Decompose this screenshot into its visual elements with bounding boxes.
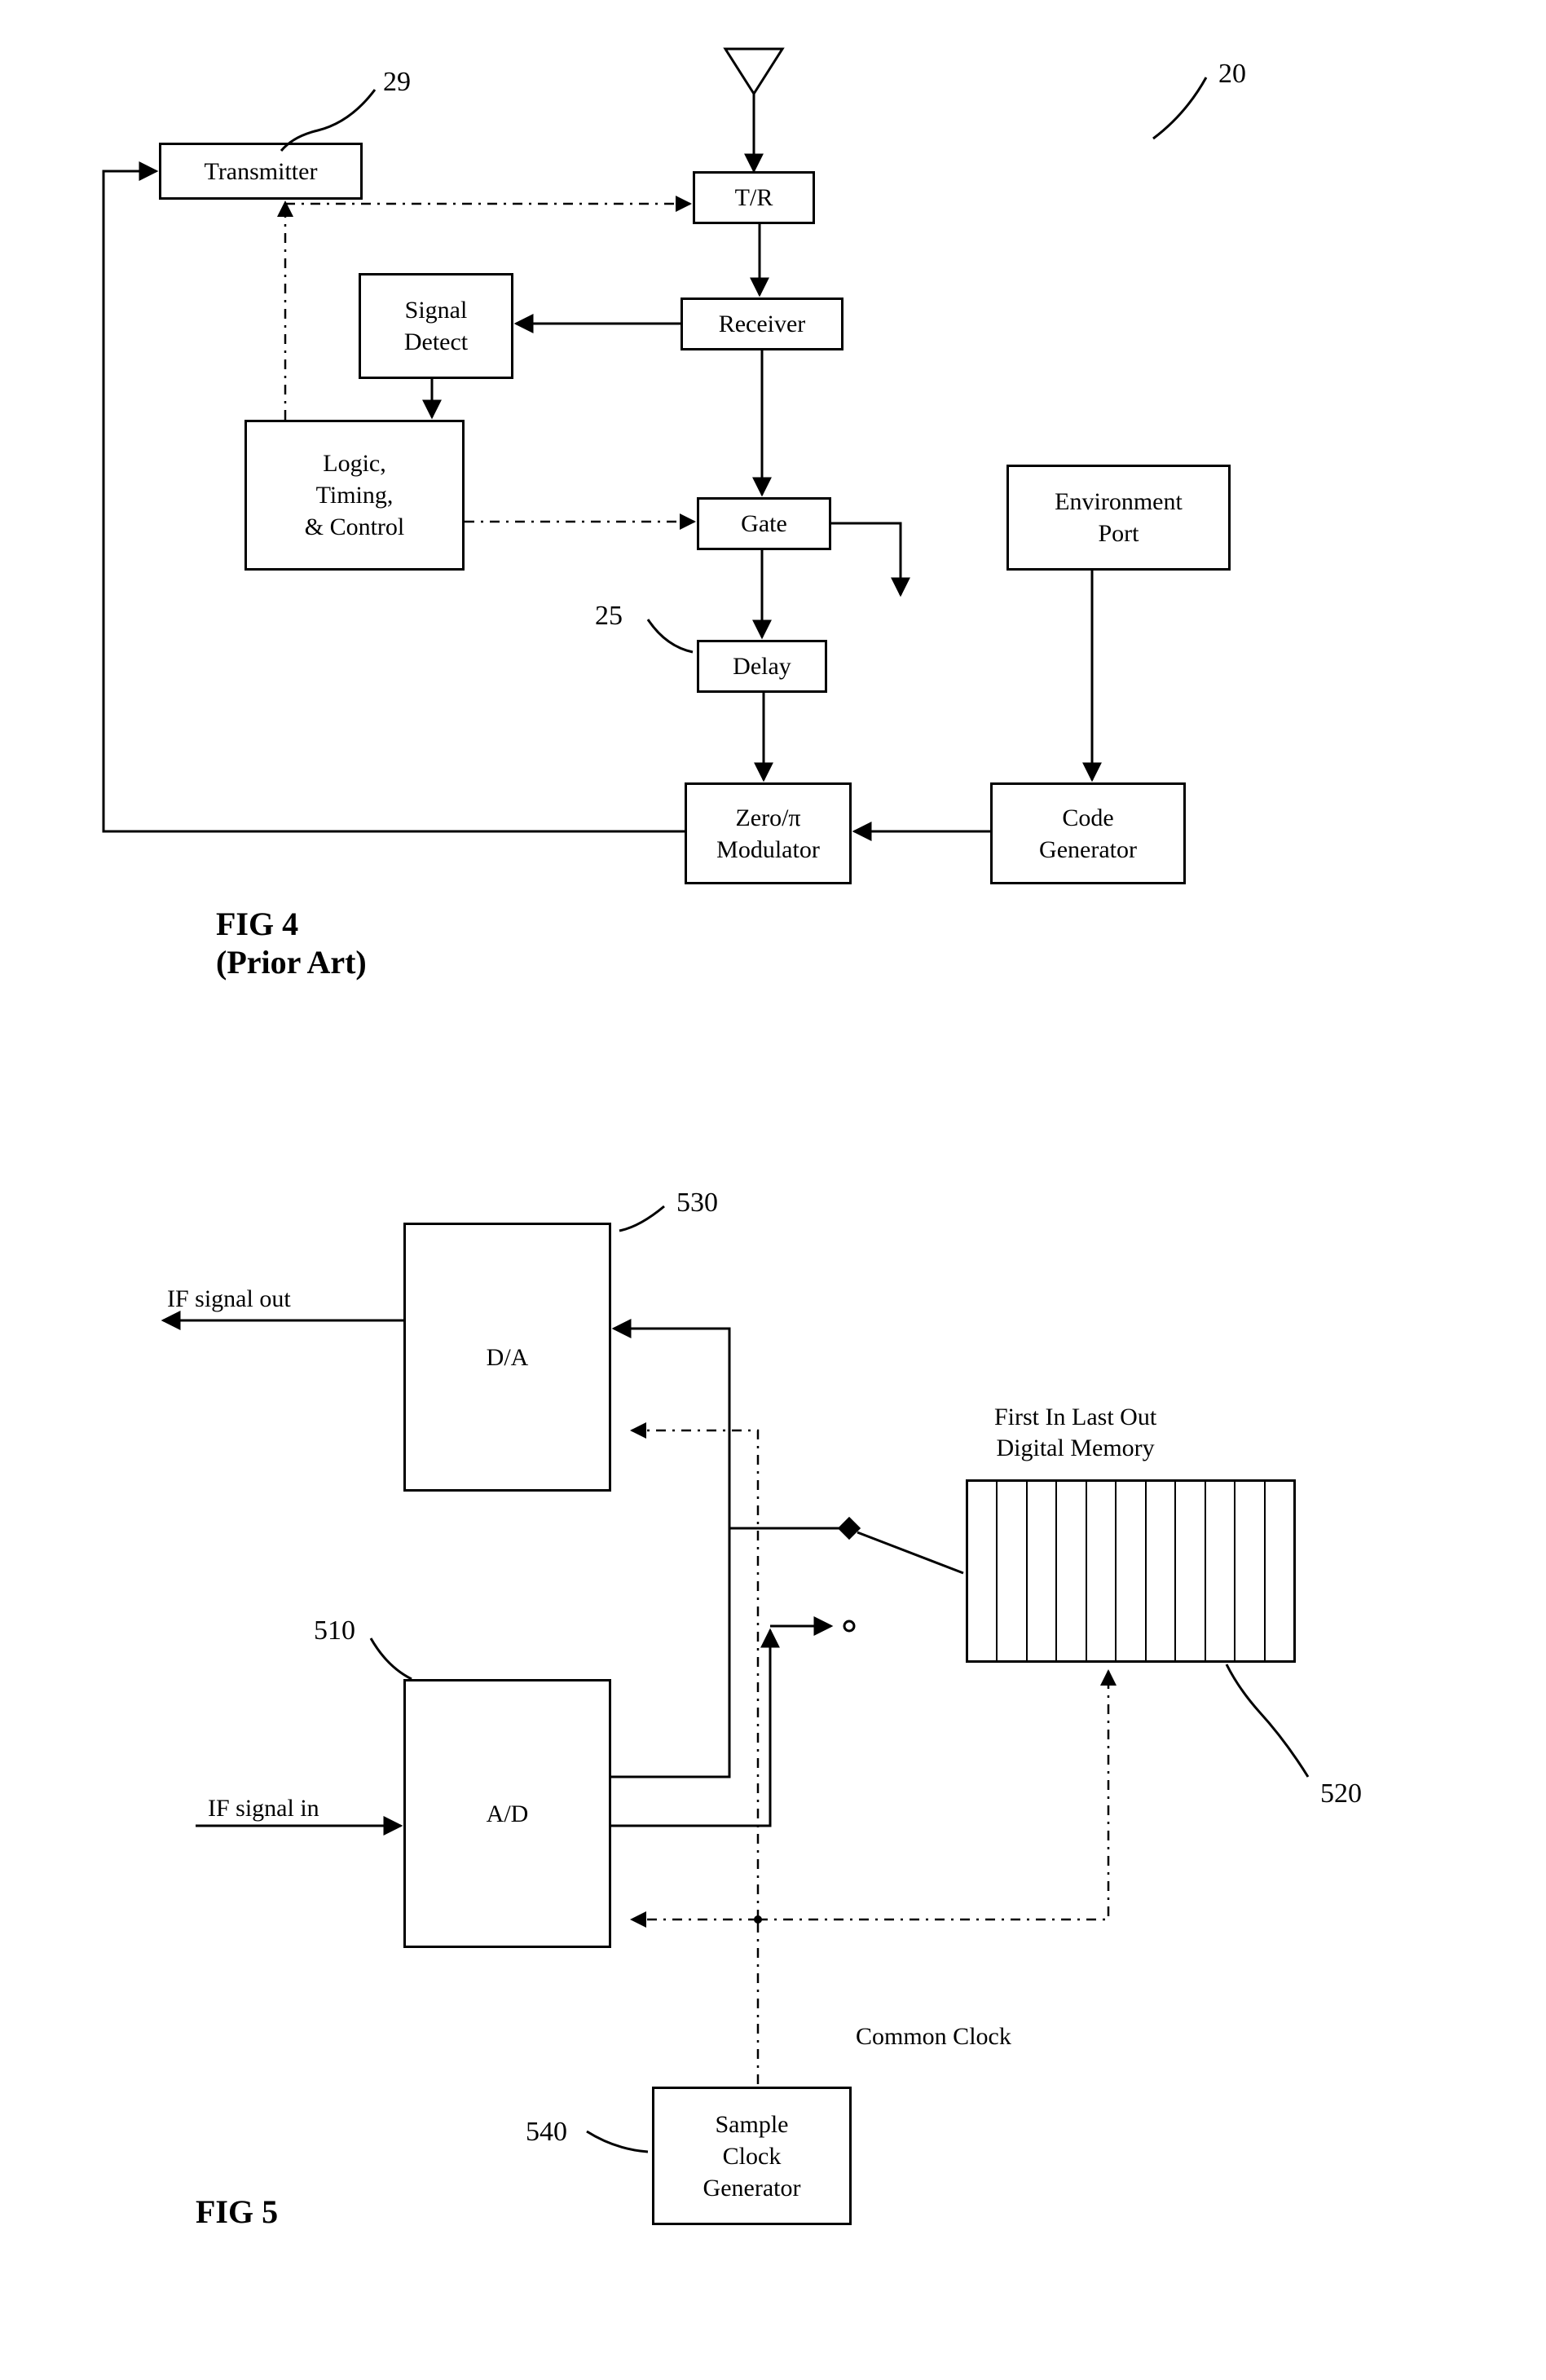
- filo-label: First In Last Out Digital Memory: [994, 1402, 1156, 1463]
- ref-520: 520: [1320, 1777, 1362, 1812]
- fig5-title: FIG 5: [196, 2193, 278, 2231]
- figure-5: D/A A/D Sample Clock Generator IF signal…: [33, 1174, 1500, 2282]
- ref-25: 25: [595, 599, 623, 634]
- da-label: D/A: [487, 1342, 529, 1373]
- code-gen-label: Code Generator: [1039, 802, 1137, 866]
- receiver-label: Receiver: [719, 308, 806, 340]
- fig5-title-text: FIG 5: [196, 2193, 278, 2230]
- ad-box: A/D: [403, 1679, 611, 1948]
- if-out-label: IF signal out: [167, 1284, 291, 1315]
- ref-540: 540: [526, 2115, 567, 2150]
- logic-label: Logic, Timing, & Control: [305, 447, 405, 543]
- common-clock-label: Common Clock: [856, 2021, 1011, 2052]
- fig4-subtitle-text: (Prior Art): [216, 944, 367, 981]
- logic-box: Logic, Timing, & Control: [244, 420, 465, 571]
- env-port-box: Environment Port: [1006, 465, 1231, 571]
- zero-pi-box: Zero/π Modulator: [685, 782, 852, 884]
- signal-detect-box: Signal Detect: [359, 273, 513, 379]
- transmitter-box: Transmitter: [159, 143, 363, 200]
- scg-box: Sample Clock Generator: [652, 2087, 852, 2225]
- code-gen-box: Code Generator: [990, 782, 1186, 884]
- zero-pi-label: Zero/π Modulator: [716, 802, 820, 866]
- if-in-label: IF signal in: [208, 1793, 319, 1824]
- signal-detect-label: Signal Detect: [404, 294, 468, 358]
- fig4-title-text: FIG 4: [216, 906, 298, 942]
- fig4-title: FIG 4 (Prior Art): [216, 905, 367, 981]
- gate-box: Gate: [697, 497, 831, 550]
- da-box: D/A: [403, 1223, 611, 1492]
- ref-20: 20: [1218, 57, 1246, 92]
- receiver-box: Receiver: [681, 298, 843, 350]
- filo-memory: [966, 1479, 1296, 1663]
- figure-4: Transmitter T/R Signal Detect Receiver L…: [33, 33, 1500, 1108]
- delay-box: Delay: [697, 640, 827, 693]
- scg-label: Sample Clock Generator: [703, 2109, 801, 2204]
- gate-label: Gate: [741, 508, 787, 540]
- ref-530: 530: [676, 1186, 718, 1221]
- tr-label: T/R: [735, 182, 773, 214]
- ref-510: 510: [314, 1614, 355, 1649]
- delay-label: Delay: [733, 650, 791, 682]
- transmitter-label: Transmitter: [205, 156, 318, 187]
- ad-label: A/D: [487, 1798, 529, 1830]
- tr-box: T/R: [693, 171, 815, 224]
- env-port-label: Environment Port: [1055, 486, 1183, 549]
- ref-29: 29: [383, 65, 411, 100]
